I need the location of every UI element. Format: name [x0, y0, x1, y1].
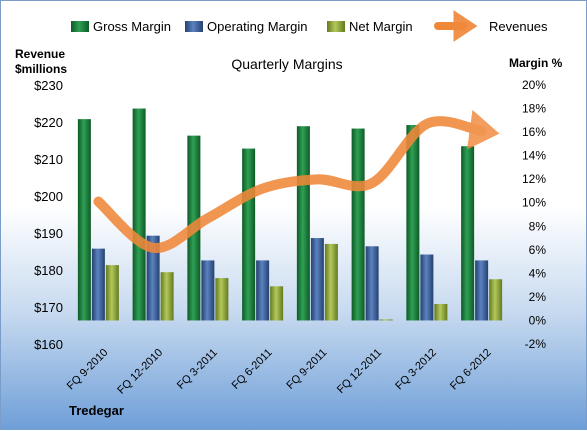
plot-area: $160 $170 $180 $190 $200 $210 $220 $230 -2% 0% 2% 4… — [34, 78, 546, 397]
operating-margin-bar — [91, 248, 105, 321]
legend-swatch-operating-margin — [185, 21, 203, 32]
operating-margin-bar — [475, 260, 489, 321]
operating-margin-bar — [420, 254, 434, 321]
x-axis-category-label: FQ 6-2012 — [448, 347, 494, 393]
right-axis-tick-label: -2% — [525, 337, 547, 351]
x-axis-category-label: FQ 12-2010 — [115, 347, 165, 397]
right-axis-tick-label: 18% — [522, 102, 546, 116]
net-margin-bar — [434, 303, 448, 321]
legend: Gross Margin Operating Margin Net Margin… — [71, 10, 548, 42]
left-axis-tick-label: $200 — [34, 189, 63, 204]
operating-margin-bar — [201, 260, 215, 321]
left-axis-title-line2: $millions — [15, 62, 67, 76]
x-axis-category-label: FQ 3-2011 — [175, 347, 220, 392]
net-margin-bar — [270, 286, 284, 321]
x-axis-category-label: FQ 12-2011 — [335, 347, 384, 396]
left-axis-tick-label: $230 — [34, 78, 63, 93]
gross-margin-bar — [351, 128, 365, 321]
operating-margin-bar — [256, 260, 270, 321]
x-axis-category-label: FQ 6-2011 — [230, 347, 275, 392]
legend-label-net-margin: Net Margin — [349, 19, 413, 34]
legend-label-operating-margin: Operating Margin — [207, 19, 307, 34]
right-axis-tick-label: 14% — [522, 149, 546, 163]
left-axis-tick-label: $220 — [34, 115, 63, 130]
gross-margin-bar — [77, 119, 91, 321]
gross-margin-bar — [132, 108, 146, 321]
right-axis-tick-label: 10% — [522, 196, 546, 210]
net-margin-bar — [160, 272, 174, 321]
right-axis-tick-label: 0% — [529, 313, 547, 327]
right-axis-tick-label: 20% — [522, 78, 546, 92]
operating-margin-bar — [365, 246, 379, 321]
right-axis-tick-label: 8% — [529, 219, 547, 233]
x-axis-category-label: FQ 3-2012 — [393, 347, 439, 393]
left-axis-tick-label: $190 — [34, 226, 63, 241]
legend-label-revenues: Revenues — [489, 19, 548, 34]
net-margin-bar — [215, 278, 229, 321]
right-axis-tick-label: 2% — [529, 290, 547, 304]
legend-swatch-gross-margin — [71, 21, 89, 32]
x-axis-category-label: FQ 9-2010 — [65, 347, 111, 393]
left-axis-title-line1: Revenue — [15, 47, 65, 61]
left-axis-tick-label: $180 — [34, 263, 63, 278]
gross-margin-bar — [406, 125, 420, 321]
net-margin-bar — [379, 319, 393, 321]
left-axis-tick-label: $170 — [34, 300, 63, 315]
right-axis-tick-label: 16% — [522, 125, 546, 139]
legend-label-gross-margin: Gross Margin — [93, 19, 171, 34]
gross-margin-bar — [242, 148, 256, 321]
company-label: Tredegar — [69, 403, 124, 418]
right-axis-title: Margin % — [509, 56, 563, 70]
gross-margin-bar — [296, 126, 310, 321]
gross-margin-bar — [461, 146, 475, 321]
revenues-line — [93, 109, 500, 253]
x-axis-category-label: FQ 9-2011 — [284, 347, 329, 392]
left-axis-tick-label: $210 — [34, 152, 63, 167]
chart-title: Quarterly Margins — [231, 56, 342, 72]
right-axis-tick-label: 12% — [522, 172, 546, 186]
net-margin-bar — [324, 243, 338, 321]
operating-margin-bar — [310, 238, 324, 321]
net-margin-bar — [105, 265, 119, 321]
left-axis-tick-label: $160 — [34, 337, 63, 352]
right-axis-tick-label: 4% — [529, 266, 547, 280]
legend-swatch-net-margin — [327, 21, 345, 32]
operating-margin-bar — [146, 235, 160, 321]
right-axis-tick-label: 6% — [529, 243, 547, 257]
net-margin-bar — [489, 279, 503, 321]
